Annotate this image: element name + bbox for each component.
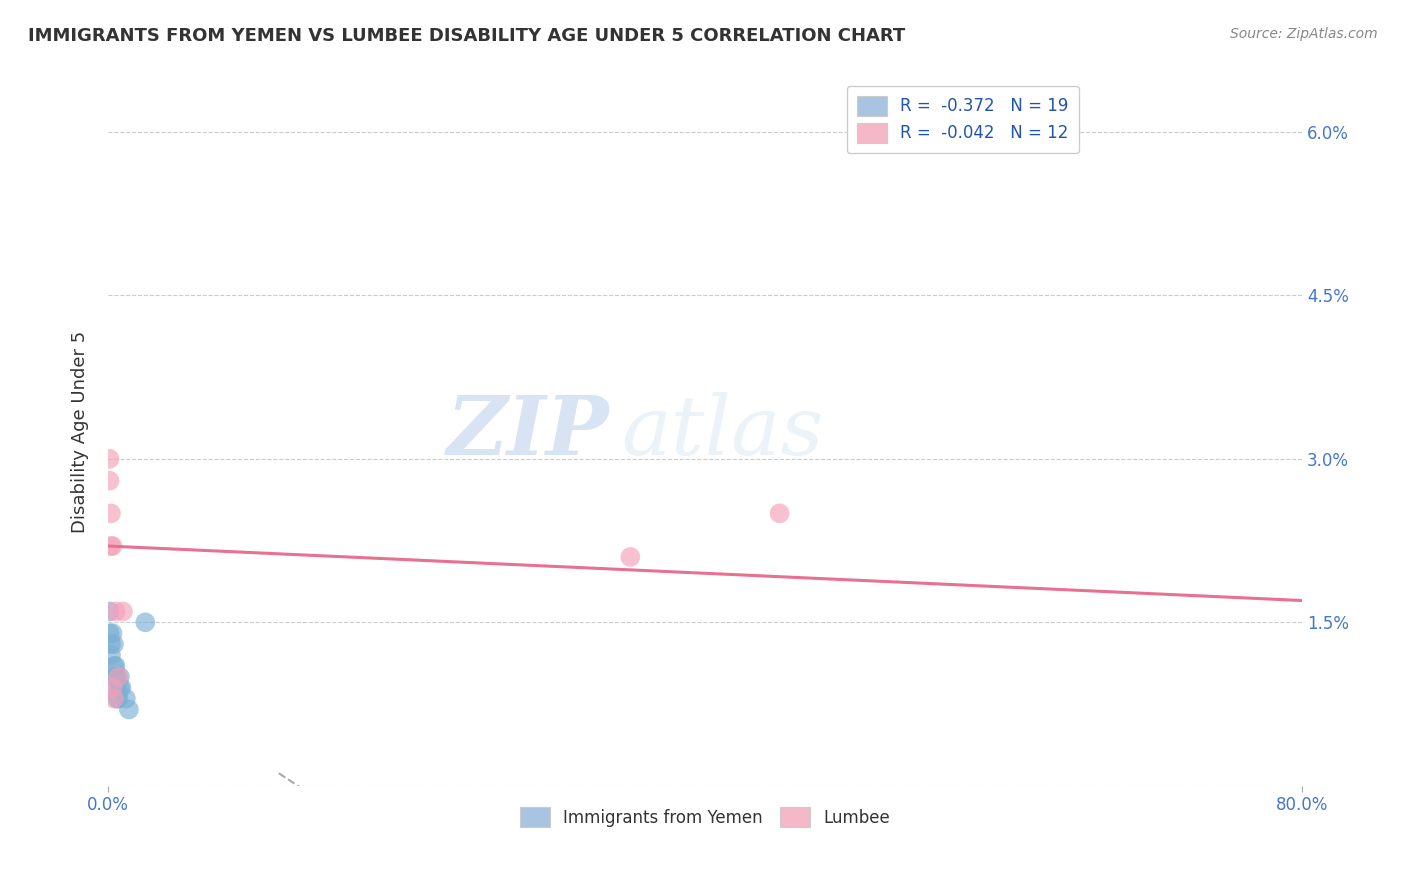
Text: ZIP: ZIP	[447, 392, 609, 472]
Point	[98, 474, 121, 488]
Legend: Immigrants from Yemen, Lumbee: Immigrants from Yemen, Lumbee	[513, 800, 897, 834]
Point	[768, 506, 790, 520]
Point	[101, 681, 124, 695]
Point	[98, 626, 121, 640]
Point	[111, 604, 134, 618]
Point	[108, 670, 131, 684]
Point	[107, 691, 129, 706]
Point	[103, 637, 125, 651]
Point	[103, 691, 125, 706]
Point	[110, 681, 132, 695]
Point	[98, 451, 121, 466]
Point	[619, 549, 641, 564]
Text: Source: ZipAtlas.com: Source: ZipAtlas.com	[1230, 27, 1378, 41]
Point	[134, 615, 156, 630]
Point	[98, 604, 121, 618]
Point	[105, 691, 128, 706]
Point	[104, 670, 127, 684]
Point	[101, 539, 124, 553]
Point	[100, 648, 122, 662]
Point	[104, 604, 127, 618]
Text: IMMIGRANTS FROM YEMEN VS LUMBEE DISABILITY AGE UNDER 5 CORRELATION CHART: IMMIGRANTS FROM YEMEN VS LUMBEE DISABILI…	[28, 27, 905, 45]
Point	[100, 506, 122, 520]
Point	[100, 637, 122, 651]
Text: atlas: atlas	[621, 392, 824, 472]
Point	[100, 539, 122, 553]
Point	[105, 670, 128, 684]
Y-axis label: Disability Age Under 5: Disability Age Under 5	[72, 331, 89, 533]
Point	[105, 681, 128, 695]
Point	[107, 670, 129, 684]
Point	[108, 681, 131, 695]
Point	[115, 691, 138, 706]
Point	[103, 659, 125, 673]
Point	[118, 702, 141, 716]
Point	[104, 659, 127, 673]
Point	[101, 626, 124, 640]
